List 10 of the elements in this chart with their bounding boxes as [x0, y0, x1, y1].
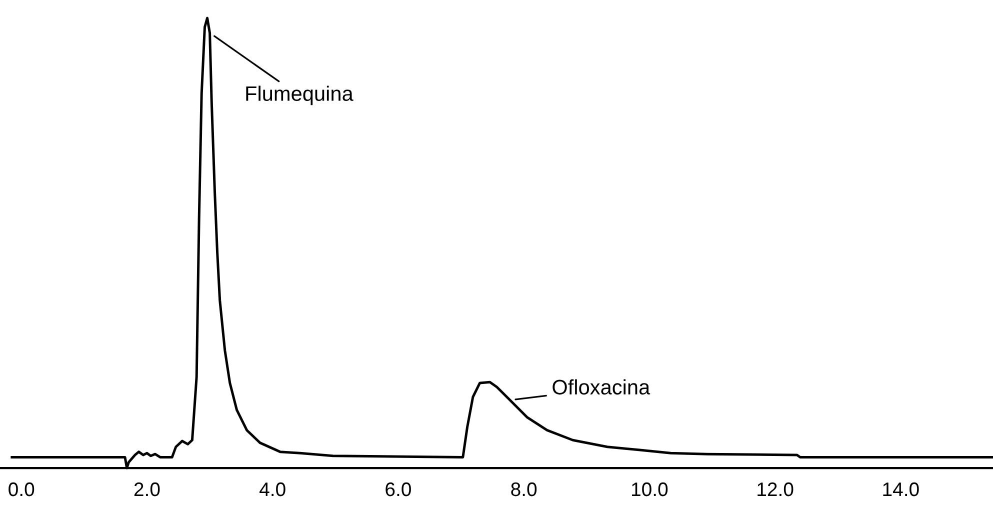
x-tick-label: 12.0 — [758, 482, 794, 496]
x-tick-label: 0.0 — [8, 482, 34, 496]
annotation: Ofloxacina — [552, 379, 650, 395]
annotation: Flumequina — [246, 86, 354, 106]
x-tick-label: 14.0 — [883, 482, 919, 496]
x-tick-label: 4.0 — [260, 482, 286, 496]
x-tick-label: 2.0 — [134, 482, 160, 496]
x-tick-label: 8.0 — [511, 482, 537, 496]
x-tick-label: 6.0 — [386, 482, 411, 496]
x-tick-label: 10.0 — [632, 482, 668, 496]
